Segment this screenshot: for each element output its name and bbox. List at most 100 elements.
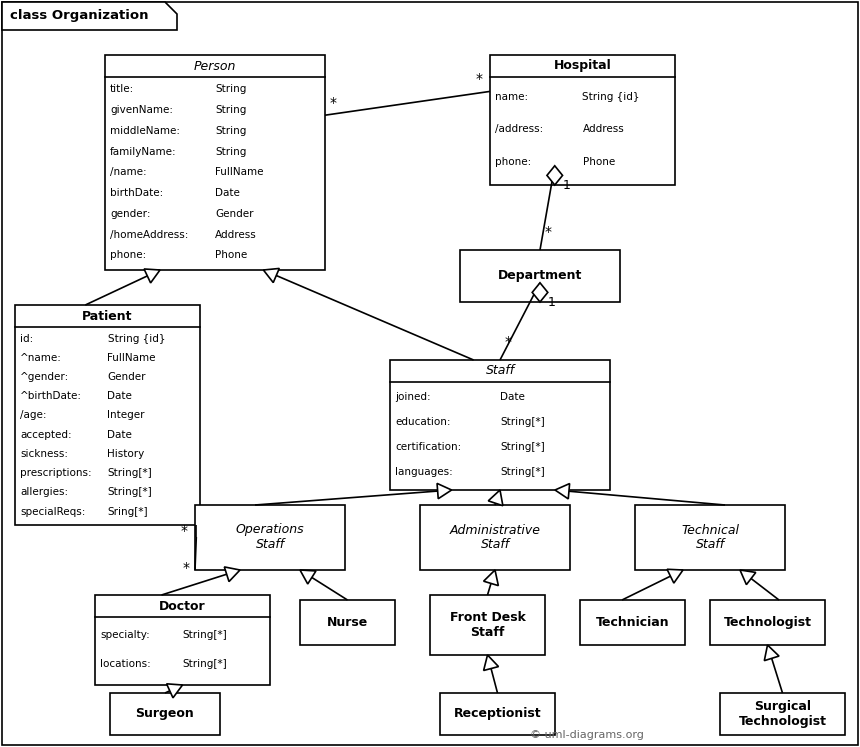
Text: *: * <box>545 225 552 239</box>
Text: /age:: /age: <box>20 410 46 421</box>
Text: Department: Department <box>498 270 582 282</box>
Text: Staff: Staff <box>485 365 514 377</box>
Bar <box>490 55 675 185</box>
Text: 1: 1 <box>562 179 571 192</box>
Polygon shape <box>765 645 779 660</box>
Text: *: * <box>505 335 512 349</box>
Text: /name:: /name: <box>110 167 146 178</box>
Text: joined:: joined: <box>395 392 431 402</box>
Text: String[*]: String[*] <box>182 660 227 669</box>
Polygon shape <box>224 567 240 582</box>
Text: String[*]: String[*] <box>182 630 227 639</box>
Bar <box>15 305 200 525</box>
Bar <box>430 595 545 655</box>
Text: String[*]: String[*] <box>500 468 544 477</box>
Text: Technician: Technician <box>596 616 669 629</box>
Bar <box>110 693 220 735</box>
Text: Front Desk
Staff: Front Desk Staff <box>450 611 525 639</box>
Text: FullName: FullName <box>108 353 156 363</box>
Text: History: History <box>108 449 144 459</box>
Text: Technical
Staff: Technical Staff <box>681 524 739 551</box>
Text: certification:: certification: <box>395 442 461 452</box>
Text: givenName:: givenName: <box>110 105 173 115</box>
Polygon shape <box>488 490 503 506</box>
Bar <box>635 505 785 570</box>
Text: middleName:: middleName: <box>110 126 180 136</box>
Polygon shape <box>167 684 182 698</box>
Text: birthDate:: birthDate: <box>110 188 163 198</box>
Text: Sring[*]: Sring[*] <box>108 506 148 516</box>
Text: Receptionist: Receptionist <box>454 707 541 721</box>
Text: Date: Date <box>215 188 240 198</box>
Bar <box>300 600 395 645</box>
Text: String[*]: String[*] <box>500 417 544 427</box>
Text: String: String <box>215 105 246 115</box>
Text: String[*]: String[*] <box>108 487 152 498</box>
Polygon shape <box>483 655 499 671</box>
Text: *: * <box>330 96 337 111</box>
Text: allergies:: allergies: <box>20 487 68 498</box>
Bar <box>440 693 555 735</box>
Text: Gender: Gender <box>215 209 254 219</box>
Text: Address: Address <box>215 230 257 240</box>
Text: Surgical
Technologist: Surgical Technologist <box>739 700 826 728</box>
Polygon shape <box>300 570 316 584</box>
Text: class Organization: class Organization <box>10 10 149 22</box>
Text: /homeAddress:: /homeAddress: <box>110 230 188 240</box>
Text: © uml-diagrams.org: © uml-diagrams.org <box>530 730 644 740</box>
Text: Doctor: Doctor <box>159 600 206 613</box>
Text: Patient: Patient <box>83 309 132 323</box>
Polygon shape <box>483 570 498 586</box>
Bar <box>195 505 345 570</box>
Text: specialty:: specialty: <box>100 630 150 639</box>
Polygon shape <box>555 483 569 499</box>
Text: Address: Address <box>582 124 624 134</box>
Text: education:: education: <box>395 417 451 427</box>
Text: specialReqs:: specialReqs: <box>20 506 85 516</box>
Polygon shape <box>263 268 280 282</box>
Text: String {id}: String {id} <box>108 333 165 344</box>
Text: phone:: phone: <box>495 157 531 167</box>
Text: id:: id: <box>20 333 34 344</box>
Text: ^name:: ^name: <box>20 353 62 363</box>
Text: String[*]: String[*] <box>108 468 152 478</box>
Text: Operations
Staff: Operations Staff <box>236 524 304 551</box>
Bar <box>460 250 620 302</box>
Bar <box>720 693 845 735</box>
Text: /address:: /address: <box>495 124 544 134</box>
Text: sickness:: sickness: <box>20 449 68 459</box>
Bar <box>390 360 610 490</box>
Text: title:: title: <box>110 84 134 94</box>
Bar <box>105 55 325 270</box>
Text: Date: Date <box>108 391 132 401</box>
Polygon shape <box>437 483 452 499</box>
Text: Phone: Phone <box>215 250 248 261</box>
Text: Surgeon: Surgeon <box>136 707 194 721</box>
Text: Integer: Integer <box>108 410 145 421</box>
Text: phone:: phone: <box>110 250 146 261</box>
Polygon shape <box>144 269 160 283</box>
Text: String {id}: String {id} <box>582 92 640 102</box>
Bar <box>580 600 685 645</box>
Text: String: String <box>215 126 246 136</box>
Text: Hospital: Hospital <box>554 60 611 72</box>
Text: *: * <box>183 561 190 575</box>
Text: ^gender:: ^gender: <box>20 372 70 382</box>
Polygon shape <box>547 166 562 185</box>
Text: prescriptions:: prescriptions: <box>20 468 92 478</box>
Text: String: String <box>215 146 246 157</box>
Text: Technologist: Technologist <box>723 616 812 629</box>
Text: name:: name: <box>495 92 528 102</box>
Text: ^birthDate:: ^birthDate: <box>20 391 82 401</box>
Text: Date: Date <box>500 392 525 402</box>
Text: *: * <box>181 524 187 538</box>
Polygon shape <box>2 2 177 30</box>
Text: familyName:: familyName: <box>110 146 176 157</box>
Text: 1: 1 <box>548 296 556 309</box>
Text: FullName: FullName <box>215 167 263 178</box>
Polygon shape <box>532 283 548 302</box>
Text: gender:: gender: <box>110 209 150 219</box>
Polygon shape <box>740 570 756 585</box>
Text: accepted:: accepted: <box>20 430 71 440</box>
Text: Nurse: Nurse <box>327 616 368 629</box>
